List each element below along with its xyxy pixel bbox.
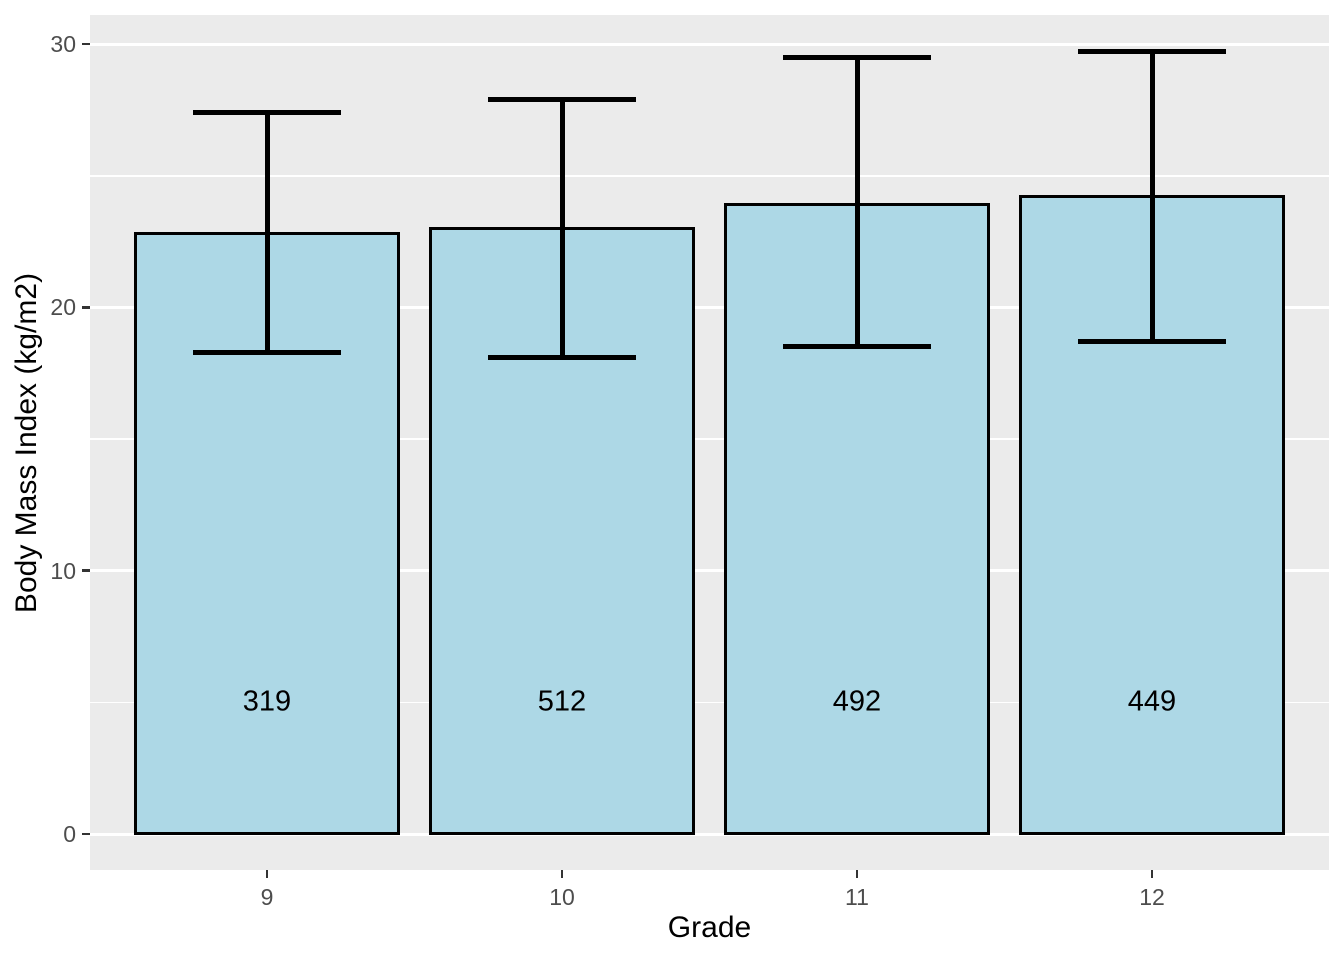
y-tick-label: 10 xyxy=(50,557,76,584)
error-bar-cap-bottom xyxy=(193,349,341,355)
error-bar-stem xyxy=(264,112,270,353)
error-bar-cap-bottom xyxy=(783,344,931,350)
bar-count-label: 492 xyxy=(832,685,882,718)
x-tick-mark xyxy=(855,870,859,878)
error-bar-stem xyxy=(854,57,860,347)
error-bar-stem xyxy=(559,99,565,358)
gridline-major xyxy=(90,569,1329,573)
y-tick-mark xyxy=(82,832,90,836)
x-tick-mark xyxy=(265,870,269,878)
x-tick-mark xyxy=(1150,870,1154,878)
gridline-minor xyxy=(90,701,1329,704)
y-tick-label: 0 xyxy=(63,821,76,847)
error-bar-cap-top xyxy=(193,110,341,116)
y-axis-title: Body Mass Index (kg/m2) xyxy=(10,272,43,613)
bar-count-label: 512 xyxy=(537,685,587,718)
gridline-major xyxy=(90,42,1329,46)
x-tick-mark xyxy=(560,870,564,878)
error-bar-cap-bottom xyxy=(1078,339,1226,345)
gridline-major xyxy=(90,305,1329,309)
bar xyxy=(134,232,400,836)
x-tick-label: 9 xyxy=(260,884,274,910)
gridline-minor xyxy=(90,438,1329,440)
y-tick-mark xyxy=(82,42,90,46)
y-tick-mark xyxy=(82,569,90,572)
x-tick-label: 10 xyxy=(549,884,575,910)
bar-count-label: 449 xyxy=(1127,685,1177,718)
error-bar-stem xyxy=(1149,51,1155,342)
y-tick-label: 30 xyxy=(50,31,76,58)
plot-panel: 319 512 492 449 xyxy=(90,15,1329,870)
y-tick-label: 20 xyxy=(50,294,76,321)
gridline-major xyxy=(90,832,1329,836)
error-bar-cap-top xyxy=(783,54,931,60)
gridline-minor xyxy=(90,175,1329,177)
y-tick-mark xyxy=(82,306,90,309)
error-bar-cap-top xyxy=(1078,49,1226,55)
error-bar-cap-bottom xyxy=(488,354,636,360)
error-bar-cap-top xyxy=(488,96,636,102)
x-tick-label: 12 xyxy=(1139,884,1165,910)
x-axis-title: Grade xyxy=(667,911,752,944)
x-tick-label: 11 xyxy=(845,884,869,910)
bar-count-label: 319 xyxy=(242,685,292,718)
